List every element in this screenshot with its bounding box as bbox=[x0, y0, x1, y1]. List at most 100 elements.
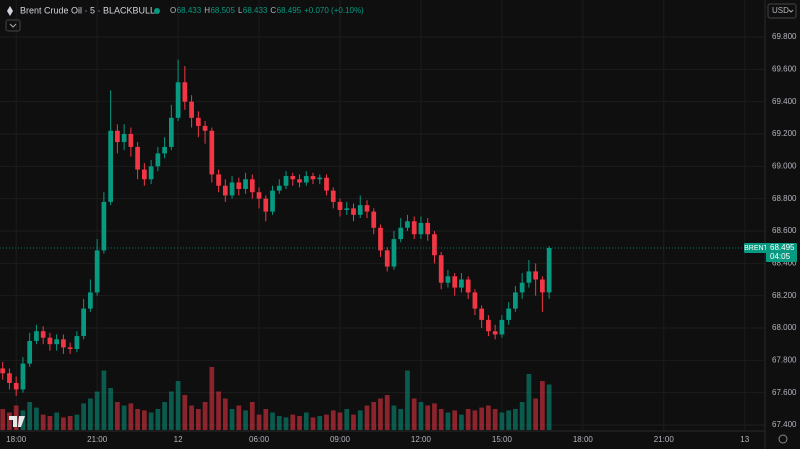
candle-body bbox=[20, 363, 26, 390]
candle-body bbox=[40, 331, 46, 338]
candle-body bbox=[357, 205, 363, 215]
legend-change: +0.070 (+0.10%) bbox=[304, 6, 364, 15]
volume-bar bbox=[94, 391, 100, 430]
volume-bar bbox=[445, 412, 451, 430]
candle-body bbox=[155, 153, 161, 167]
candle-body bbox=[546, 247, 552, 293]
candle-body bbox=[492, 331, 498, 335]
volume-bar bbox=[74, 414, 80, 430]
candle-body bbox=[499, 319, 505, 335]
candle-body bbox=[168, 117, 174, 147]
candle-body bbox=[472, 292, 478, 309]
chart-title: Brent Crude Oil · 5 · BLACKBULL bbox=[20, 5, 155, 15]
x-tick-label: 18:00 bbox=[6, 435, 27, 444]
collapse-button[interactable] bbox=[5, 19, 21, 32]
candle-body bbox=[0, 368, 6, 374]
candle-body bbox=[101, 201, 107, 251]
volume-bar bbox=[209, 367, 215, 430]
candle-body bbox=[135, 146, 140, 170]
chevron bbox=[9, 23, 17, 28]
volume-bar bbox=[243, 410, 248, 430]
candle-body bbox=[128, 134, 134, 147]
candle-body bbox=[108, 130, 113, 202]
volume-bar bbox=[533, 398, 538, 430]
candle-body bbox=[175, 82, 181, 118]
candle-body bbox=[216, 174, 221, 186]
candle-body bbox=[540, 279, 545, 293]
logo-part bbox=[18, 416, 25, 427]
volume-bar bbox=[162, 402, 167, 430]
volume-pane bbox=[0, 367, 552, 430]
y-tick-label: 67.600 bbox=[772, 388, 797, 397]
candle-body bbox=[195, 117, 201, 126]
candle-body bbox=[533, 271, 538, 280]
logo bbox=[9, 416, 25, 427]
volume-bar bbox=[54, 412, 60, 430]
symbol-tag-bg bbox=[744, 242, 768, 253]
volume-bar bbox=[256, 414, 262, 430]
candle-body bbox=[364, 205, 370, 212]
y-tick-label: 67.800 bbox=[772, 355, 797, 364]
volume-bar bbox=[142, 410, 147, 430]
volume-bar bbox=[351, 414, 356, 430]
volume-bar bbox=[499, 412, 505, 430]
candle-body bbox=[256, 192, 262, 199]
candle-body bbox=[222, 185, 228, 196]
candle-body bbox=[182, 82, 188, 102]
legend-key: L bbox=[238, 6, 243, 15]
candle-body bbox=[526, 271, 532, 283]
candle-body bbox=[54, 339, 60, 345]
volume-bar bbox=[526, 374, 532, 430]
candle-body bbox=[310, 176, 316, 180]
volume-bar bbox=[40, 414, 46, 430]
candle-body bbox=[519, 282, 525, 293]
volume-bar bbox=[425, 405, 431, 430]
y-tick-label: 68.800 bbox=[772, 194, 797, 203]
x-tick-label: 06:00 bbox=[249, 435, 270, 444]
volume-bar bbox=[182, 395, 188, 430]
volume-bar bbox=[222, 398, 228, 430]
candle-body bbox=[297, 179, 302, 183]
candle-body bbox=[148, 166, 154, 180]
volume-bar bbox=[128, 403, 134, 430]
candle-body bbox=[283, 176, 289, 186]
candle-body bbox=[405, 221, 410, 228]
candle-body bbox=[371, 211, 377, 228]
volume-bar bbox=[195, 409, 201, 430]
x-tick-label: 12 bbox=[174, 435, 183, 444]
x-tick-label: 21:00 bbox=[87, 435, 108, 444]
volume-bar bbox=[121, 405, 127, 430]
settings-button[interactable] bbox=[778, 434, 788, 444]
x-tick-label: 18:00 bbox=[573, 435, 594, 444]
x-tick-label: 09:00 bbox=[330, 435, 351, 444]
x-tick-label: 15:00 bbox=[492, 435, 513, 444]
volume-bar bbox=[452, 410, 458, 430]
volume-bar bbox=[330, 410, 336, 430]
candle-body bbox=[445, 276, 451, 283]
y-tick-label: 68.200 bbox=[772, 291, 797, 300]
y-tick-label: 68.000 bbox=[772, 323, 797, 332]
volume-bar bbox=[202, 402, 208, 430]
volume-bar bbox=[411, 398, 417, 430]
volume-bar bbox=[405, 370, 410, 430]
candle-body bbox=[398, 227, 404, 240]
candle-body bbox=[425, 222, 431, 235]
legend-value: 68.433 bbox=[243, 6, 268, 15]
currency-button[interactable] bbox=[767, 3, 797, 19]
candle-body bbox=[317, 177, 323, 180]
candle-body bbox=[88, 292, 93, 309]
candle-body bbox=[7, 373, 12, 383]
candle-body bbox=[290, 176, 296, 180]
candle-body bbox=[337, 201, 343, 210]
candle-body bbox=[303, 176, 309, 183]
volume-bar bbox=[479, 407, 485, 430]
last-price: 68.495 bbox=[770, 243, 795, 252]
candle-body bbox=[209, 130, 215, 175]
volume-bar bbox=[27, 402, 33, 430]
volume-bar bbox=[344, 409, 350, 430]
volume-bar bbox=[540, 381, 545, 430]
candle-body bbox=[67, 347, 73, 350]
volume-bar bbox=[297, 416, 302, 430]
market-status[interactable] bbox=[154, 8, 160, 14]
y-tick-label: 69.400 bbox=[772, 97, 797, 106]
